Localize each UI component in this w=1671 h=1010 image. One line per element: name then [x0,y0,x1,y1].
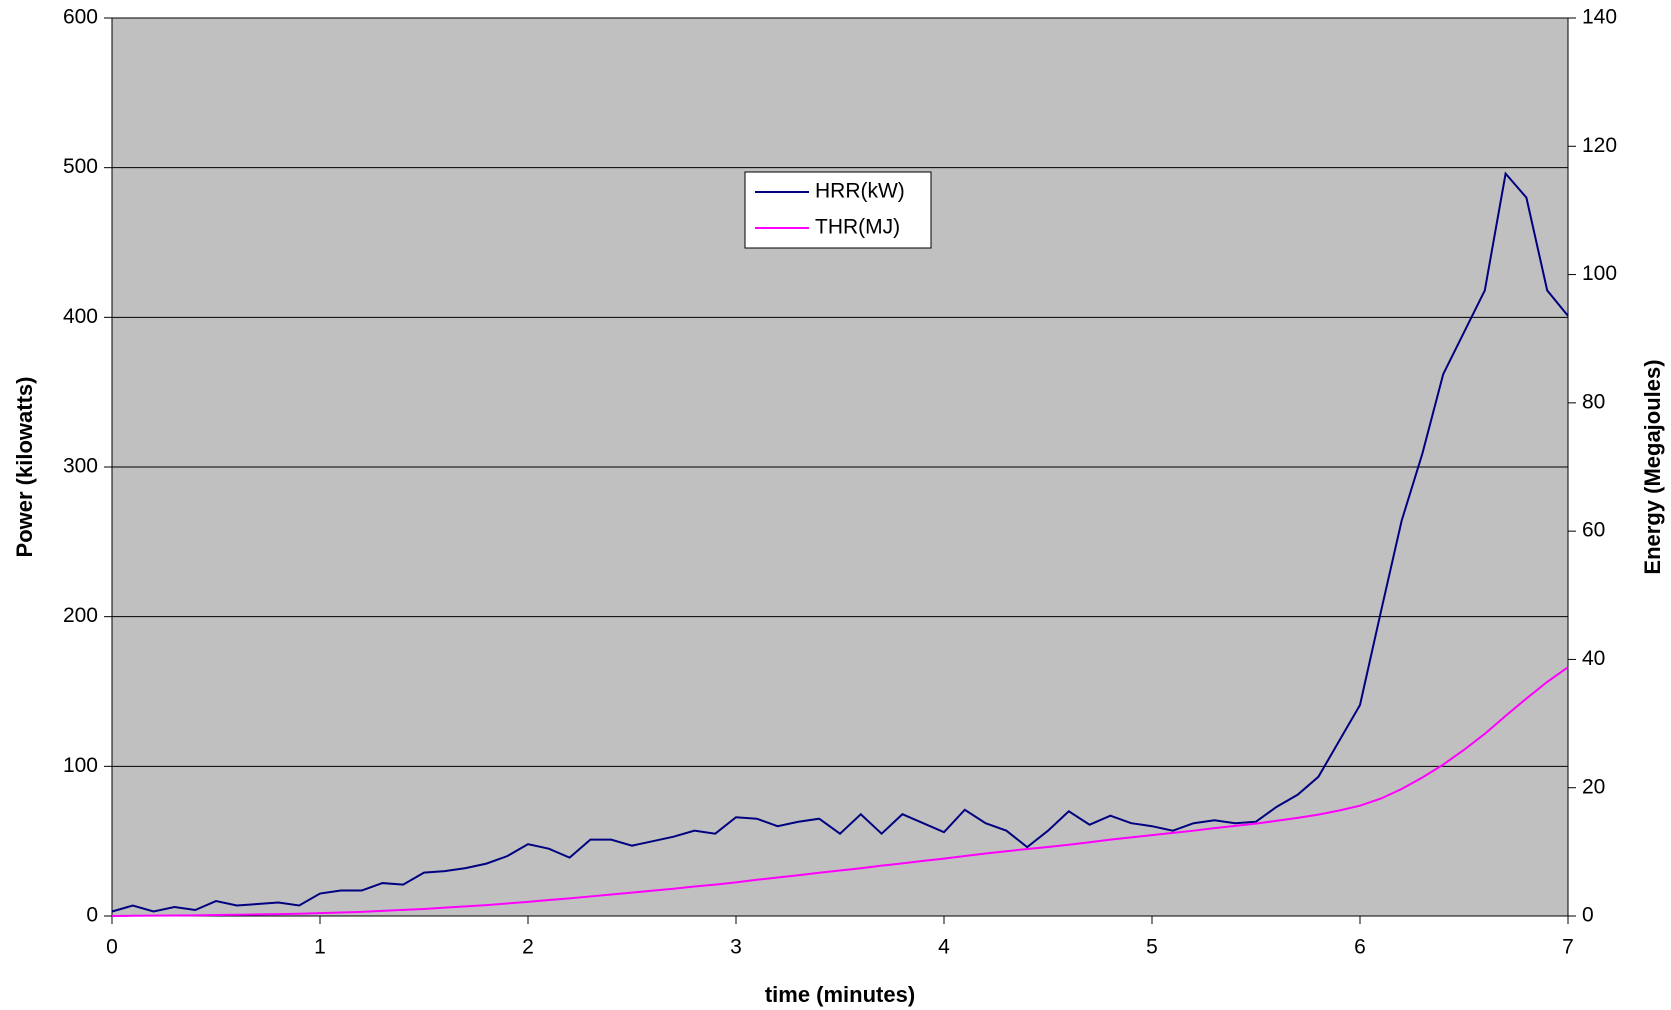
series-line [111,171,1569,913]
y2-tick-label: 80 [1582,390,1605,413]
y2-tick-label: 100 [1582,262,1617,285]
legend-label: HRR(kW) [815,180,905,203]
y-tick-label: 100 [63,754,98,777]
y-tick-label: 200 [63,604,98,627]
y-tick-label: 0 [86,904,98,927]
x-tick-label: 4 [938,936,950,959]
y2-tick-label: 20 [1582,775,1605,798]
y2-tick-label: 40 [1582,647,1605,670]
x-tick-label: 1 [314,936,326,959]
x-tick-label: 0 [106,936,118,959]
legend-box [744,171,932,249]
y2-tick-label: 0 [1582,904,1594,927]
x-tick-label: 5 [1146,936,1158,959]
y-tick-label: 400 [63,305,98,328]
y-axis-label: Power (kilowatts) [12,377,37,558]
y-tick-label: 500 [63,155,98,178]
y2-tick-label: 60 [1582,519,1605,542]
series-line [111,666,1569,917]
x-tick-label: 7 [1562,936,1574,959]
x-axis-label: time (minutes) [765,982,915,1007]
y2-axis-label: Energy (Megajoules) [1640,359,1665,574]
x-tick-label: 2 [522,936,534,959]
x-tick-label: 3 [730,936,742,959]
legend-label: THR(MJ) [815,216,900,239]
y2-tick-label: 120 [1582,134,1617,157]
x-tick-label: 6 [1354,936,1366,959]
y2-tick-label: 140 [1582,6,1617,29]
y-tick-label: 300 [63,455,98,478]
y-tick-label: 600 [63,6,98,29]
legend: HRR(kW) THR(MJ) [744,171,932,249]
